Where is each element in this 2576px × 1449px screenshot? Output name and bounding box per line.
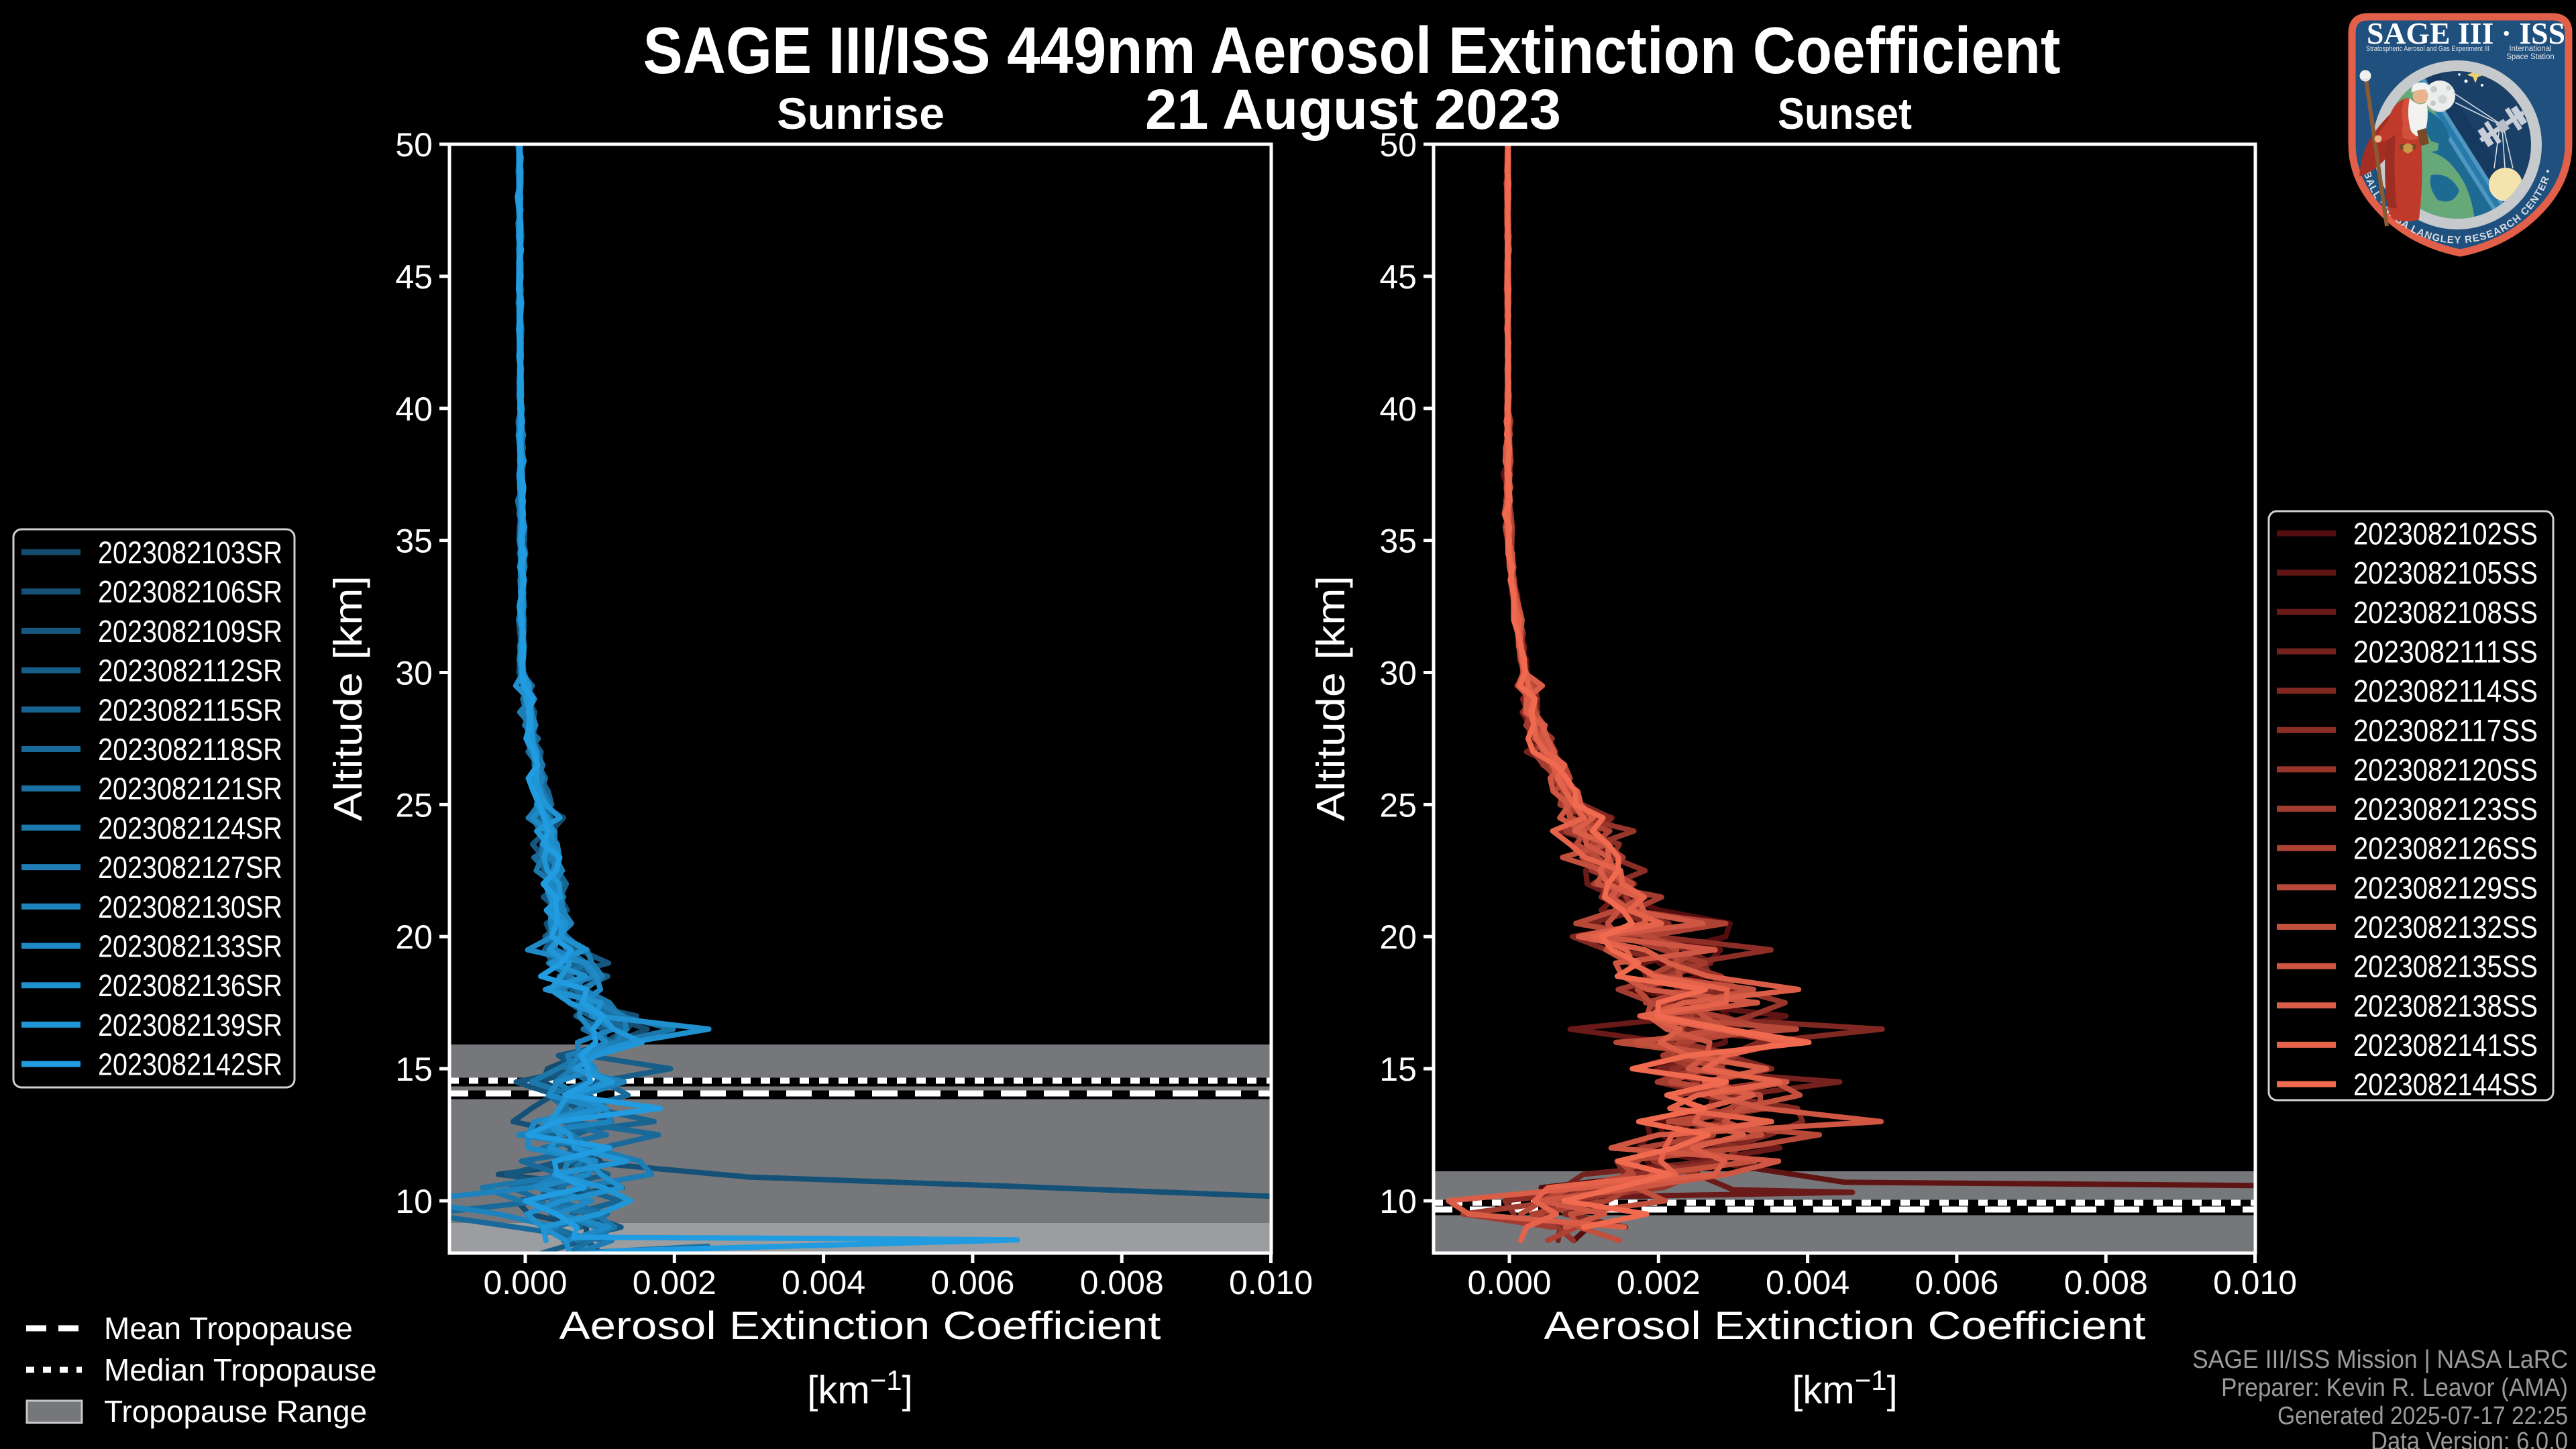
svg-text:0.002: 0.002	[633, 1264, 716, 1301]
svg-text:40: 40	[1379, 390, 1417, 428]
svg-text:Aerosol Extinction Coefficient: Aerosol Extinction Coefficient	[1544, 1304, 2146, 1348]
svg-text:2023082121SR: 2023082121SR	[98, 771, 282, 806]
svg-text:21 August 2023: 21 August 2023	[1145, 78, 1561, 141]
svg-text:International: International	[2509, 45, 2551, 53]
svg-text:50: 50	[395, 126, 433, 164]
svg-text:45: 45	[395, 258, 433, 296]
svg-text:2023082120SS: 2023082120SS	[2353, 752, 2538, 787]
svg-text:Sunset: Sunset	[1778, 89, 1912, 138]
svg-text:15: 15	[395, 1051, 433, 1088]
svg-text:2023082133SR: 2023082133SR	[98, 929, 282, 964]
svg-text:2023082142SR: 2023082142SR	[98, 1047, 282, 1082]
svg-text:Generated 2025-07-17 22:25: Generated 2025-07-17 22:25	[2277, 1402, 2568, 1430]
svg-text:2023082126SS: 2023082126SS	[2353, 831, 2538, 866]
svg-text:25: 25	[395, 786, 433, 824]
svg-text:10: 10	[395, 1183, 433, 1220]
svg-text:SAGE III/ISS 449nm Aerosol Ext: SAGE III/ISS 449nm Aerosol Extinction Co…	[643, 13, 2061, 87]
svg-text:2023082135SS: 2023082135SS	[2353, 949, 2538, 984]
svg-text:Stratospheric Aerosol and Gas: Stratospheric Aerosol and Gas Experiment…	[2366, 45, 2489, 53]
svg-text:2023082108SS: 2023082108SS	[2353, 595, 2538, 630]
svg-text:2023082117SS: 2023082117SS	[2353, 713, 2538, 748]
svg-text:2023082123SS: 2023082123SS	[2353, 792, 2538, 826]
svg-text:Sunrise: Sunrise	[777, 89, 945, 138]
svg-text:2023082127SR: 2023082127SR	[98, 850, 282, 885]
svg-text:2023082114SS: 2023082114SS	[2353, 674, 2538, 708]
svg-text:2023082136SR: 2023082136SR	[98, 968, 282, 1003]
svg-text:20: 20	[395, 918, 433, 956]
svg-text:2023082118SR: 2023082118SR	[98, 732, 282, 767]
svg-text:0.006: 0.006	[1915, 1264, 1998, 1301]
svg-text:Altitude [km]: Altitude [km]	[1309, 576, 1353, 821]
svg-text:20: 20	[1379, 918, 1417, 956]
svg-text:SAGE III/ISS Mission | NASA La: SAGE III/ISS Mission | NASA LaRC	[2192, 1346, 2568, 1374]
svg-text:2023082115SR: 2023082115SR	[98, 692, 282, 727]
svg-text:2023082102SS: 2023082102SS	[2353, 517, 2538, 551]
svg-text:Median Tropopause: Median Tropopause	[104, 1352, 377, 1387]
svg-text:Mean Tropopause: Mean Tropopause	[104, 1311, 353, 1346]
svg-text:2023082129SS: 2023082129SS	[2353, 870, 2538, 905]
svg-text:45: 45	[1379, 258, 1417, 296]
svg-text:35: 35	[1379, 523, 1417, 560]
svg-text:Tropopause Range: Tropopause Range	[104, 1394, 367, 1429]
svg-text:2023082105SS: 2023082105SS	[2353, 555, 2538, 590]
svg-text:0.004: 0.004	[1766, 1264, 1849, 1301]
svg-text:2023082138SS: 2023082138SS	[2353, 988, 2538, 1023]
svg-text:0.010: 0.010	[2213, 1264, 2297, 1301]
svg-text:10: 10	[1379, 1183, 1417, 1220]
svg-text:[km−1]: [km−1]	[807, 1364, 912, 1412]
svg-text:0.006: 0.006	[930, 1264, 1014, 1301]
svg-text:Data Version: 6.0.0: Data Version: 6.0.0	[2371, 1428, 2568, 1449]
svg-text:30: 30	[395, 655, 433, 692]
svg-text:2023082141SS: 2023082141SS	[2353, 1028, 2538, 1063]
svg-text:2023082132SS: 2023082132SS	[2353, 910, 2538, 945]
svg-text:Preparer: Kevin R. Leavor (AMA: Preparer: Kevin R. Leavor (AMA)	[2221, 1374, 2568, 1402]
svg-text:15: 15	[1379, 1051, 1417, 1088]
svg-text:25: 25	[1379, 786, 1417, 824]
svg-text:0.002: 0.002	[1617, 1264, 1701, 1301]
svg-text:2023082124SR: 2023082124SR	[98, 810, 282, 845]
svg-text:2023082139SR: 2023082139SR	[98, 1008, 282, 1042]
svg-text:0.000: 0.000	[483, 1264, 567, 1301]
svg-text:Space Station: Space Station	[2506, 53, 2555, 61]
svg-text:0.004: 0.004	[782, 1264, 865, 1301]
svg-text:50: 50	[1379, 126, 1417, 164]
svg-text:0.010: 0.010	[1229, 1264, 1313, 1301]
svg-text:2023082130SR: 2023082130SR	[98, 890, 282, 924]
svg-text:0.008: 0.008	[2064, 1264, 2148, 1301]
svg-text:2023082112SR: 2023082112SR	[98, 653, 282, 688]
svg-text:30: 30	[1379, 655, 1417, 692]
svg-text:40: 40	[395, 390, 433, 428]
svg-text:Altitude [km]: Altitude [km]	[326, 576, 370, 821]
svg-text:2023082103SR: 2023082103SR	[98, 535, 282, 570]
svg-text:2023082144SS: 2023082144SS	[2353, 1067, 2538, 1102]
svg-text:SAGE III · ISS: SAGE III · ISS	[2367, 16, 2565, 50]
svg-text:Aerosol Extinction Coefficient: Aerosol Extinction Coefficient	[559, 1304, 1161, 1348]
svg-text:2023082109SR: 2023082109SR	[98, 614, 282, 649]
svg-text:35: 35	[395, 523, 433, 560]
svg-text:2023082106SR: 2023082106SR	[98, 574, 282, 609]
svg-text:0.000: 0.000	[1467, 1264, 1551, 1301]
svg-text:2023082111SS: 2023082111SS	[2353, 635, 2538, 669]
svg-text:0.008: 0.008	[1080, 1264, 1164, 1301]
